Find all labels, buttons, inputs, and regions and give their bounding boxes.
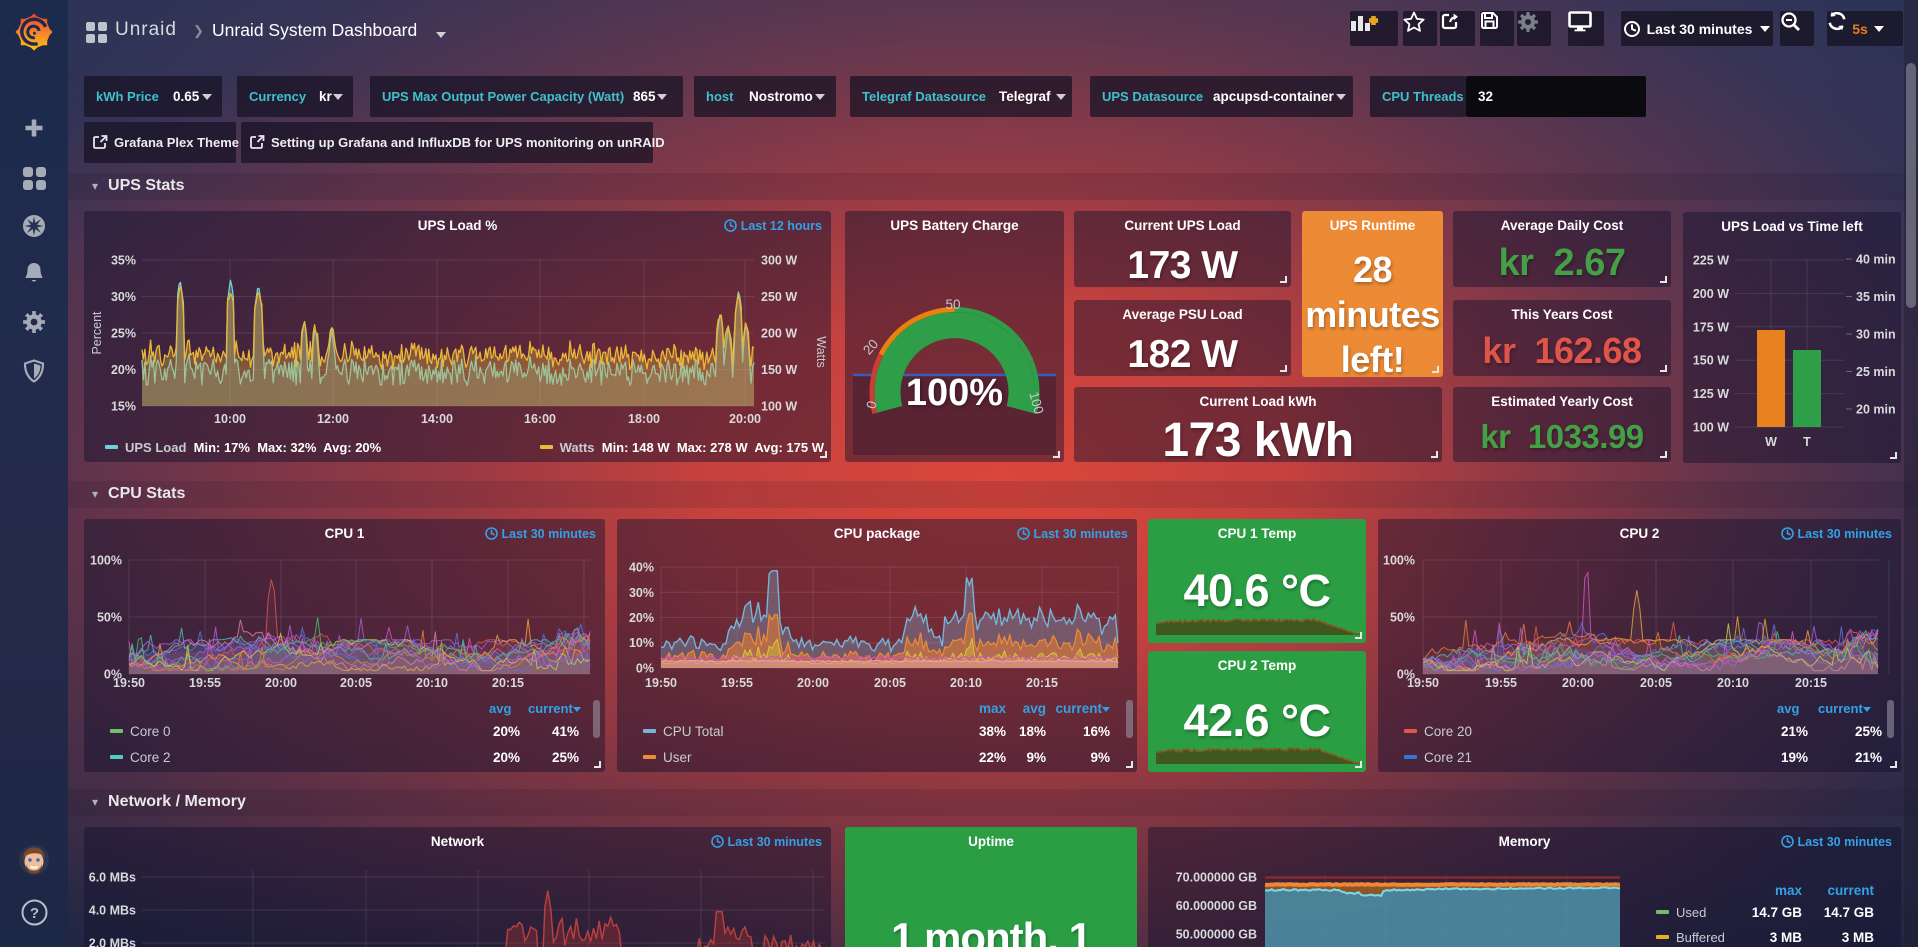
svg-text:?: ? [30, 905, 39, 922]
